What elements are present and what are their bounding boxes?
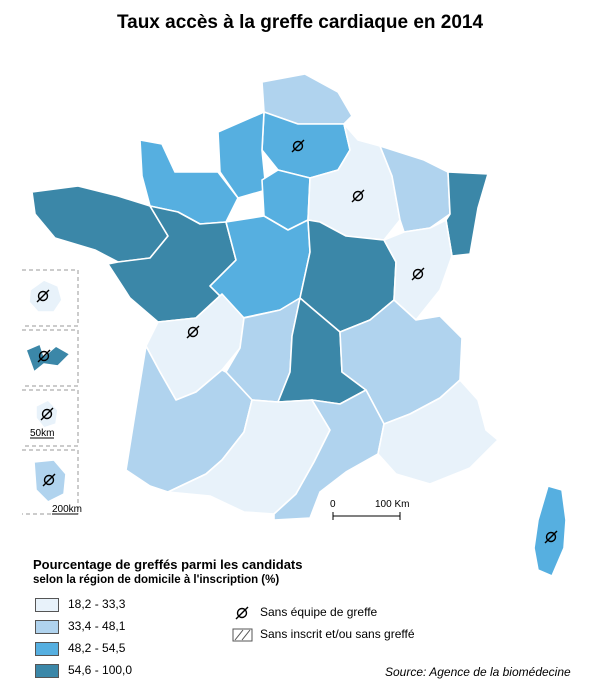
inset-frame-guyane — [22, 449, 79, 515]
null-set-icon — [235, 606, 249, 620]
region-corse — [533, 485, 567, 577]
region-languedoc-roussillon — [273, 389, 385, 521]
null-set-icon — [36, 289, 50, 303]
inset-frame-reunion — [22, 269, 79, 327]
legend-symbol-label: Sans inscrit et/ou sans greffé — [260, 627, 415, 641]
legend-label: 54,6 - 100,0 — [68, 663, 133, 677]
null-set-icon — [291, 139, 305, 153]
null-set-icon — [186, 325, 200, 339]
legend-swatch — [35, 598, 59, 612]
region-alsace — [445, 171, 489, 257]
null-set-icon — [40, 407, 54, 421]
legend-swatch — [35, 664, 59, 678]
legend-subtitle: selon la région de domicile à l'inscript… — [33, 574, 280, 586]
scale-end-label: 100 Km — [375, 499, 409, 510]
scale-bar: 0 100 Km — [330, 499, 409, 520]
null-set-icon — [411, 267, 425, 281]
region-guyane — [33, 459, 67, 503]
inset-frame-guadeloupe — [22, 329, 79, 387]
source-note: Source: Agence de la biomédecine — [385, 665, 571, 679]
legend-symbol-label: Sans équipe de greffe — [260, 605, 378, 619]
page-title: Taux accès à la greffe cardiaque en 2014 — [116, 12, 484, 33]
inset-scale-label-50km: 50km — [30, 428, 54, 439]
legend-swatch — [35, 642, 59, 656]
legend-label: 18,2 - 33,3 — [68, 597, 126, 611]
null-set-icon — [37, 349, 51, 363]
inset-scale-label-200km: 200km — [52, 504, 82, 515]
legend-label: 48,2 - 54,5 — [68, 641, 126, 655]
scale-start-label: 0 — [330, 499, 336, 510]
hatched-box-icon — [232, 628, 253, 642]
legend-swatch — [35, 620, 59, 634]
null-set-icon — [351, 189, 365, 203]
null-set-icon — [544, 530, 558, 544]
inset-frame-martinique — [22, 389, 79, 447]
legend-label: 33,4 - 48,1 — [68, 619, 126, 633]
region-paca — [377, 379, 499, 485]
legend-title: Pourcentage de greffés parmi les candida… — [33, 557, 303, 572]
region-la-reunion — [28, 279, 63, 313]
null-set-icon — [42, 473, 56, 487]
